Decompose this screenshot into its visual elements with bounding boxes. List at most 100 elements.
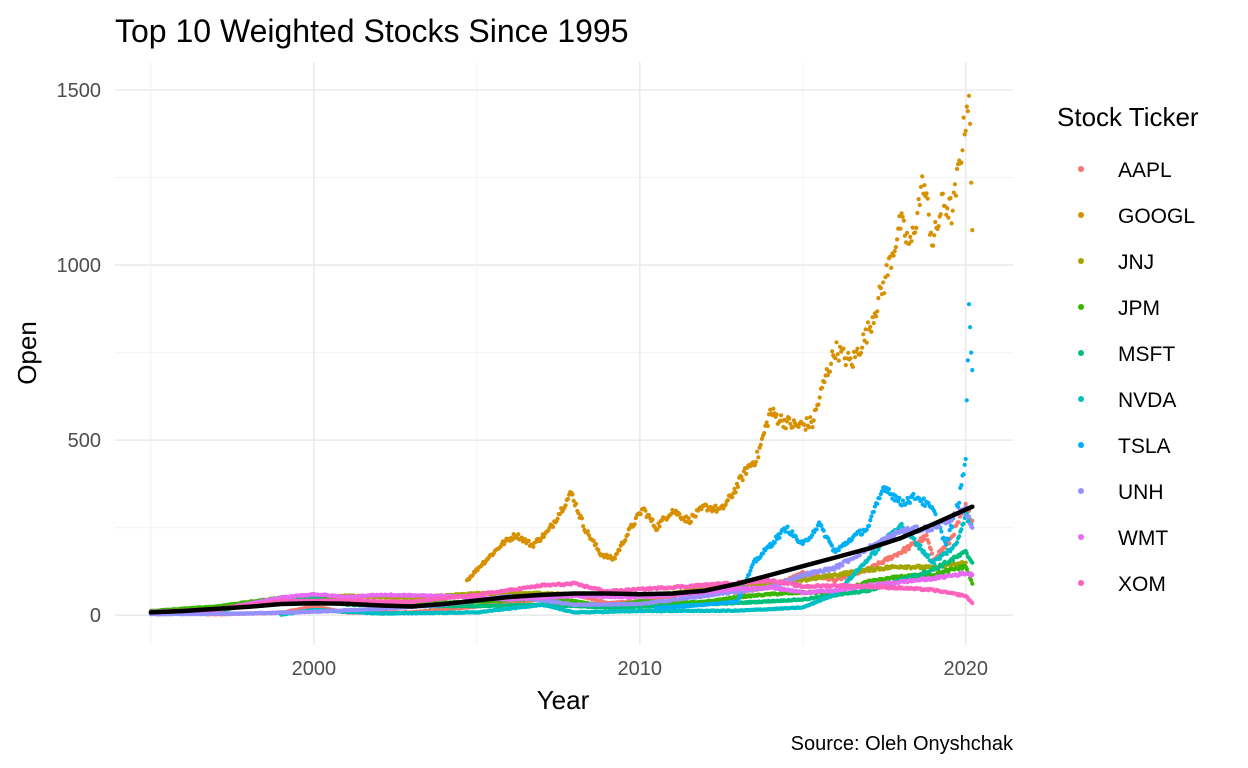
data-point: [860, 345, 865, 350]
data-point: [940, 191, 946, 196]
data-point: [850, 364, 855, 369]
data-point: [892, 249, 897, 254]
data-point: [875, 501, 880, 506]
data-point: [874, 550, 879, 555]
data-point: [921, 496, 926, 501]
data-point: [965, 109, 971, 114]
data-point: [877, 496, 882, 501]
data-point: [764, 420, 769, 425]
data-point: [853, 572, 858, 577]
data-point: [806, 425, 812, 430]
data-point: [964, 567, 969, 572]
data-point: [936, 524, 942, 529]
data-point: [819, 385, 825, 390]
data-point: [861, 332, 866, 337]
data-point: [735, 599, 740, 604]
data-point: [918, 184, 924, 189]
data-point: [625, 532, 630, 537]
data-point: [909, 239, 914, 244]
data-point: [865, 320, 871, 325]
data-point: [906, 547, 911, 552]
data-point: [920, 174, 925, 179]
data-point: [623, 538, 628, 543]
data-point: [531, 544, 536, 549]
data-point: [966, 514, 972, 519]
data-point: [846, 350, 851, 355]
data-point: [924, 533, 929, 538]
data-point: [768, 407, 773, 412]
data-point: [871, 321, 876, 326]
data-point: [848, 356, 853, 361]
data-point: [802, 422, 807, 427]
data-point: [905, 525, 910, 531]
data-point: [928, 230, 934, 235]
data-point: [526, 538, 531, 544]
data-point: [753, 459, 759, 464]
data-point: [565, 496, 571, 502]
data-point: [771, 406, 776, 411]
data-point: [811, 418, 816, 423]
data-point: [897, 495, 902, 500]
data-point: [932, 561, 937, 566]
data-point: [756, 455, 761, 460]
data-point: [821, 528, 826, 533]
data-point: [891, 253, 896, 258]
data-point: [744, 471, 749, 476]
data-point: [857, 553, 862, 558]
data-point: [955, 504, 961, 509]
data-point: [951, 190, 956, 195]
data-point: [929, 527, 935, 533]
data-point: [959, 160, 964, 165]
data-point: [617, 548, 622, 553]
data-point: [937, 556, 943, 561]
data-point: [948, 196, 953, 201]
data-point: [930, 551, 935, 556]
data-point: [615, 551, 620, 556]
data-point: [946, 537, 951, 542]
data-point: [874, 314, 879, 319]
data-point: [593, 542, 599, 547]
data-point: [796, 424, 801, 429]
data-point: [747, 572, 752, 577]
data-point: [833, 356, 838, 361]
data-point: [790, 529, 795, 534]
data-point: [570, 492, 575, 497]
data-point: [899, 211, 904, 216]
data-point: [576, 511, 581, 516]
data-point: [740, 478, 745, 483]
data-point: [470, 573, 475, 578]
data-point: [732, 486, 737, 491]
data-point: [949, 221, 954, 226]
data-point: [788, 421, 793, 426]
data-point: [822, 380, 827, 385]
data-point: [860, 532, 865, 537]
data-point: [884, 263, 889, 268]
data-point: [897, 214, 902, 219]
data-point: [876, 296, 881, 301]
data-point: [834, 340, 839, 345]
data-point: [968, 121, 973, 126]
data-point: [970, 581, 975, 586]
data-point: [882, 291, 887, 296]
data-point: [970, 560, 975, 565]
data-point: [840, 563, 845, 568]
data-point: [960, 148, 965, 153]
data-point: [966, 302, 972, 307]
data-point: [855, 346, 860, 351]
data-point: [762, 431, 767, 436]
data-point: [964, 104, 969, 109]
data-point: [918, 543, 923, 548]
data-point: [968, 325, 973, 330]
data-point: [819, 523, 824, 528]
data-point: [765, 423, 770, 429]
data-point: [914, 524, 919, 529]
data-point: [574, 501, 579, 506]
data-point: [713, 503, 718, 508]
data-point: [835, 352, 840, 357]
data-point: [863, 327, 868, 332]
data-point: [828, 361, 834, 366]
data-point: [739, 474, 744, 480]
data-point: [810, 425, 815, 430]
data-point: [926, 212, 931, 217]
data-point: [945, 206, 950, 211]
